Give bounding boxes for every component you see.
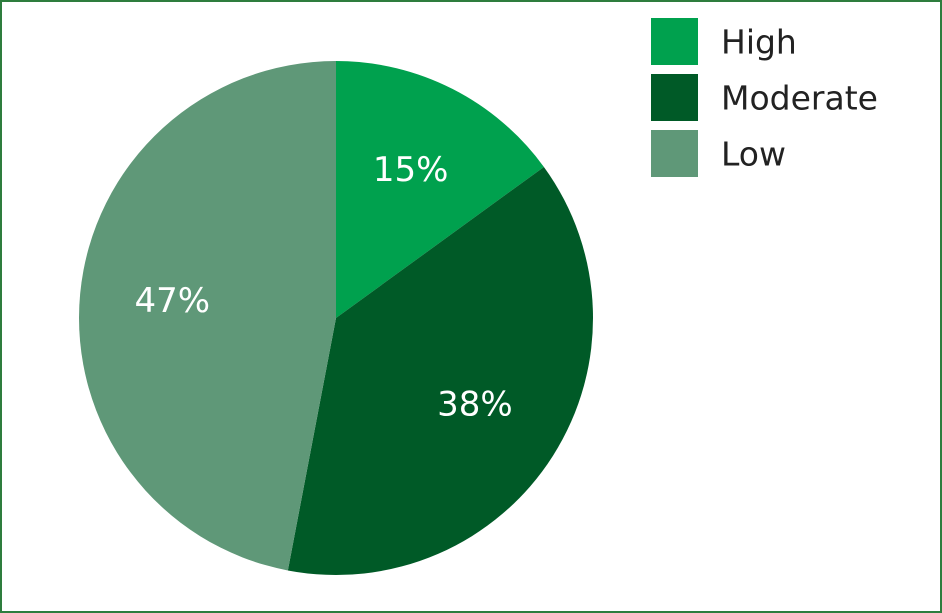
legend-swatch	[651, 130, 698, 177]
data-label: 15%	[373, 150, 449, 190]
pie-slice	[79, 60, 336, 571]
legend-label: Moderate	[721, 79, 878, 118]
data-label: 38%	[437, 385, 513, 425]
data-label: 47%	[134, 281, 210, 321]
pie-slice	[287, 166, 593, 575]
legend-label: Low	[721, 135, 786, 174]
pie-slice	[336, 61, 544, 318]
legend-swatch	[651, 74, 698, 121]
legend-swatch	[651, 18, 698, 65]
legend-label: High	[721, 23, 797, 62]
